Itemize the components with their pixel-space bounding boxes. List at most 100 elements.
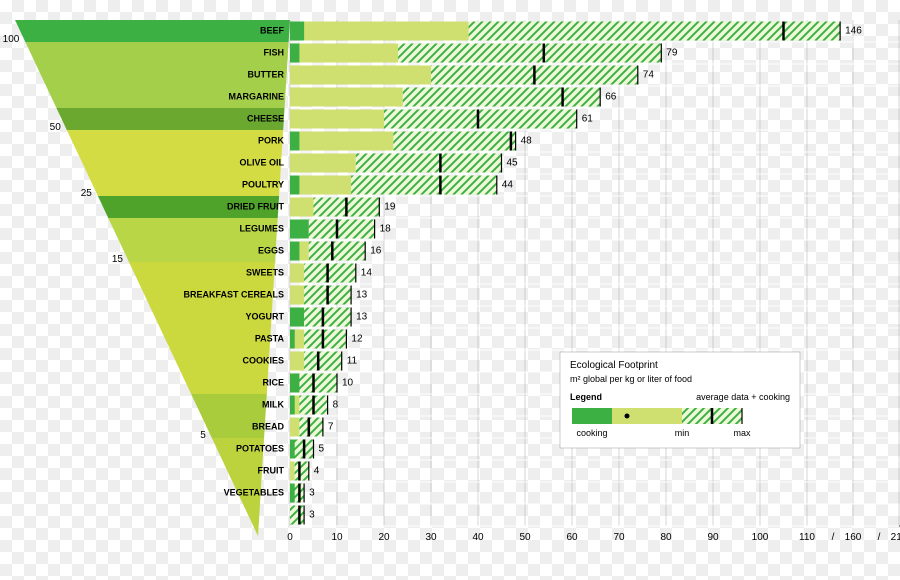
bar-value: 14 — [361, 268, 373, 279]
legend-title: Ecological Footprint — [570, 360, 658, 371]
row-label: LEGUMES — [239, 223, 284, 233]
bar-value: 5 — [319, 444, 325, 455]
row-label: CHEESE — [247, 113, 284, 123]
bar-row: 10 — [290, 374, 354, 393]
bar-row: 18 — [290, 220, 391, 239]
bar-range — [309, 220, 375, 239]
bar-value: 79 — [666, 48, 678, 59]
bar-row: 45 — [290, 154, 518, 173]
x-tick-label: 100 — [752, 532, 769, 543]
pyramid-scale-label: 100 — [3, 34, 20, 45]
bar-row: 44 — [290, 176, 513, 195]
x-tick-label: 0 — [287, 532, 293, 543]
bar-range — [304, 352, 342, 371]
bar-range — [304, 330, 346, 349]
bar-cooking — [290, 22, 304, 41]
bar-cooking — [290, 176, 299, 195]
row-label: BEEF — [260, 25, 285, 35]
row-label: YOGURT — [245, 311, 284, 321]
bar-row: 14 — [290, 264, 372, 283]
bar-range — [384, 110, 577, 129]
axis-break: / — [832, 532, 835, 543]
bar-range — [304, 264, 356, 283]
bar-value: 19 — [384, 202, 396, 213]
bar-value: 3 — [309, 488, 315, 499]
legend: Ecological Footprint m² global per kg or … — [560, 352, 800, 448]
bar-row: 146 — [290, 22, 862, 41]
bar-row: 19 — [290, 198, 396, 217]
legend-avg: average data + cooking — [696, 392, 790, 402]
bar-range — [403, 88, 600, 107]
row-label: POULTRY — [242, 179, 284, 189]
bar-cooking — [290, 242, 299, 261]
bar-range — [295, 462, 309, 481]
bar-value: 61 — [582, 114, 594, 125]
bar-value: 4 — [314, 466, 320, 477]
row-label: RICE — [262, 377, 284, 387]
bar-row: 11 — [290, 352, 358, 371]
bar-row: 13 — [290, 286, 368, 305]
bar-row: 16 — [290, 242, 382, 261]
bar-range — [309, 242, 365, 261]
bar-value: 66 — [605, 92, 617, 103]
bar-cooking — [290, 308, 304, 327]
row-label: BREAKFAST CEREALS — [183, 289, 284, 299]
pyramid-scale-label: 15 — [112, 254, 124, 265]
bar-value: 7 — [328, 422, 334, 433]
bar-range — [356, 154, 502, 173]
x-tick-label: 70 — [613, 532, 625, 543]
row-label: POTATOES — [236, 443, 284, 453]
bar-value: 16 — [370, 246, 382, 257]
row-label: DRIED FRUIT — [227, 201, 284, 211]
row-label: COOKIES — [242, 355, 284, 365]
x-tick-label: 40 — [472, 532, 484, 543]
bar-value: 44 — [502, 180, 514, 191]
bar-row: 13 — [290, 308, 368, 327]
row-label: PORK — [258, 135, 285, 145]
row-label: FRUIT — [258, 465, 285, 475]
row-label: MARGARINE — [229, 91, 285, 101]
bar-value: 48 — [521, 136, 533, 147]
legend-min: min — [675, 428, 690, 438]
bar-value: 13 — [356, 290, 368, 301]
bar-row: 74 — [290, 66, 654, 85]
bar-cooking — [290, 132, 299, 151]
bar-range — [290, 506, 304, 525]
bar-value: 3 — [309, 510, 315, 521]
bar-value: 146 — [845, 26, 862, 37]
bar-row: 66 — [290, 88, 617, 107]
bar-row: 8 — [290, 396, 339, 415]
pyramid-band — [129, 262, 275, 394]
bar-row: 12 — [290, 330, 363, 349]
row-label: BUTTER — [248, 69, 285, 79]
bar-row: 3 — [290, 484, 315, 503]
legend-subtitle: m² global per kg or liter of food — [570, 374, 692, 384]
x-tick-label: 210 — [891, 532, 900, 543]
legend-cooking: cooking — [576, 428, 607, 438]
bar-row: 79 — [290, 44, 678, 63]
legend-heading: Legend — [570, 392, 602, 402]
x-tick-label: 160 — [845, 532, 862, 543]
bar-value: 74 — [643, 70, 655, 81]
bar-cooking — [290, 44, 299, 63]
bar-value: 11 — [347, 356, 358, 367]
bar-row: 7 — [290, 418, 334, 437]
bar-value: 8 — [333, 400, 339, 411]
bar-row: 4 — [290, 462, 320, 481]
bar-value: 10 — [342, 378, 354, 389]
x-tick-label: 10 — [331, 532, 343, 543]
bar-row: 61 — [290, 110, 593, 129]
bar-range — [299, 418, 323, 437]
pyramid-scale-label: 25 — [81, 188, 93, 199]
x-tick-label: 30 — [425, 532, 437, 543]
row-label: PASTA — [255, 333, 285, 343]
bar-row: 48 — [290, 132, 532, 151]
bar-value: 18 — [380, 224, 392, 235]
bar-value: 13 — [356, 312, 368, 323]
x-tick-label: 60 — [566, 532, 578, 543]
bar-cooking — [290, 330, 295, 349]
row-label: EGGS — [258, 245, 284, 255]
x-tick-label: 110 — [799, 532, 815, 543]
x-tick-label: 90 — [707, 532, 719, 543]
row-label: BREAD — [252, 421, 285, 431]
